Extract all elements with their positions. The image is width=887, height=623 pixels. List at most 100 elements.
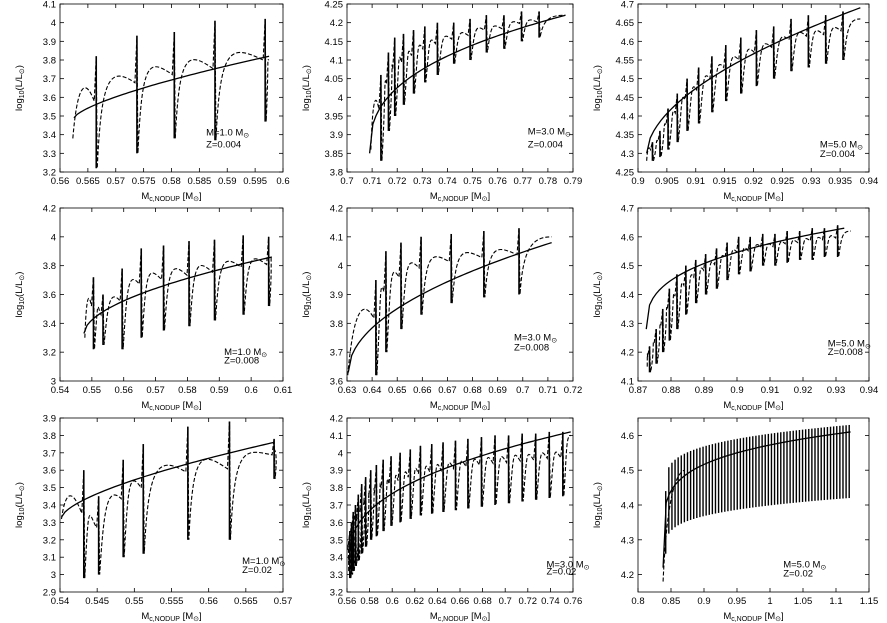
y-tick-label: 4.2 [621,348,634,359]
y-tick-label: 3.7 [330,501,343,512]
x-tick-label: 0.77 [514,176,533,187]
y-tick-label: 4.1 [621,377,634,388]
model-track-dashed [662,469,685,582]
x-axis-label: Mc,NODUP [M⊙] [430,611,490,623]
x-tick-label: 0.7 [499,596,512,607]
x-tick-label: 0.91 [761,385,780,396]
y-tick-label: 3.6 [43,290,56,301]
x-tick-label: 0.59 [218,176,237,187]
x-tick-label: 0.89 [695,385,714,396]
x-tick-label: 0.85 [662,596,681,607]
panel-7: 0.54 0.545 0.55 0.555 0.56 0.565 0.57 2.9 3 3.1 3.… [14,414,292,623]
plot-frame [346,3,574,173]
y-tick-label: 3.2 [43,348,56,359]
y-tick-label: 4.3 [621,149,634,160]
x-tick-label: 0.72 [388,176,407,187]
y-tick-label: 4.2 [330,204,343,215]
y-tick-label: 3.4 [43,319,56,330]
x-tick-label: 0.55 [83,385,102,396]
panel-4: 0.54 0.55 0.56 0.57 0.58 0.59 0.6 0.61 3 3.2 3.4 3.… [14,204,292,413]
x-tick-label: 0.545 [85,596,109,607]
y-tick-label: 3.8 [43,56,56,67]
x-axis-label: Mc,NODUP [M⊙] [430,191,490,203]
y-tick-label: 3.8 [43,261,56,272]
y-tick-label: 4 [338,261,343,272]
y-tick-label: 4.55 [616,56,635,67]
y-tick-label: 3.3 [330,570,343,581]
y-axis-label: log10(L/L⊙) [14,272,26,318]
x-tick-label: 0.54 [51,596,70,607]
x-tick-label: 0.67 [438,385,457,396]
fit-curve [347,241,552,373]
x-tick-label: 0.9 [631,176,644,187]
y-tick-label: 3.9 [43,414,56,425]
y-tick-label: 4.25 [616,168,635,179]
y-tick-label: 4.25 [325,0,344,11]
y-tick-label: 3.2 [43,535,56,546]
y-axis-label: log10(L/L⊙) [14,482,26,528]
y-tick-label: 3.5 [43,483,56,494]
model-track-dashed [347,431,571,579]
y-tick-label: 4.15 [325,37,344,48]
plot-area [60,421,277,579]
x-axis-label: Mc,NODUP [M⊙] [141,611,201,623]
annotation-mass: M=3.0 M⊙ [528,127,571,139]
x-tick-label: 0.68 [463,385,482,396]
y-tick-label: 4 [51,18,56,29]
y-tick-label: 3.7 [43,448,56,459]
y-tick-label: 3.9 [330,130,343,141]
x-tick-label: 0.8 [631,596,644,607]
x-tick-label: 0.93 [802,176,821,187]
x-tick-label: 0.74 [438,176,457,187]
annotation-metallicity: Z=0.008 [514,343,549,354]
y-tick-label: 4.1 [330,56,343,67]
fit-curve [348,431,571,561]
x-tick-label: 0.575 [132,176,156,187]
x-tick-label: 0.93 [827,385,846,396]
y-tick-label: 4.1 [330,431,343,442]
plot-area [645,225,851,373]
y-tick-label: 4 [51,232,56,243]
y-axis-label: log10(L/L⊙) [592,65,604,111]
y-tick-label: 3.2 [43,168,56,179]
x-tick-label: 1.15 [860,596,879,607]
y-axis-label: log10(L/L⊙) [301,272,313,318]
x-tick-label: 0.58 [162,176,181,187]
fit-curve [645,227,845,330]
x-tick-label: 0.57 [274,596,293,607]
x-axis-label: Mc,NODUP [M⊙] [723,191,783,203]
x-tick-label: 0.56 [199,596,218,607]
x-tick-label: 0.94 [860,385,879,396]
x-tick-label: 0.62 [406,596,425,607]
x-tick-label: 0.6 [276,176,289,187]
y-axis-label: log10(L/L⊙) [592,482,604,528]
x-axis-label: Mc,NODUP [M⊙] [141,191,201,203]
y-axis-label: log10(L/L⊙) [592,272,604,318]
plot-area [72,18,270,169]
y-tick-label: 4.7 [621,0,634,11]
model-track-dashed [646,225,851,373]
x-tick-label: 0.59 [210,385,229,396]
y-tick-label: 4.2 [330,18,343,29]
annotation-metallicity: Z=0.004 [820,149,855,160]
x-tick-label: 0.935 [828,176,852,187]
annotation-mass: M=1.0 M⊙ [242,556,285,568]
y-tick-label: 3.5 [330,535,343,546]
y-tick-label: 3.85 [325,149,344,160]
x-tick-label: 0.57 [146,385,165,396]
y-tick-label: 4.2 [330,414,343,425]
fit-curve [646,7,861,154]
plot-frame [346,417,574,593]
plot-area [646,7,861,161]
x-tick-label: 0.565 [234,596,258,607]
y-tick-label: 3.8 [43,431,56,442]
y-tick-label: 3.4 [43,501,56,512]
y-tick-label: 3.3 [43,518,56,529]
x-tick-label: 0.56 [51,176,70,187]
x-tick-label: 0.71 [363,176,382,187]
y-tick-label: 4.4 [621,112,634,123]
panel-8: 0.56 0.58 0.6 0.62 0.64 0.66 0.68 0.7 0.72 0.74 0.… [301,414,590,623]
y-tick-label: 3.7 [330,348,343,359]
x-tick-label: 0.58 [360,596,379,607]
x-tick-label: 0.55 [125,596,144,607]
